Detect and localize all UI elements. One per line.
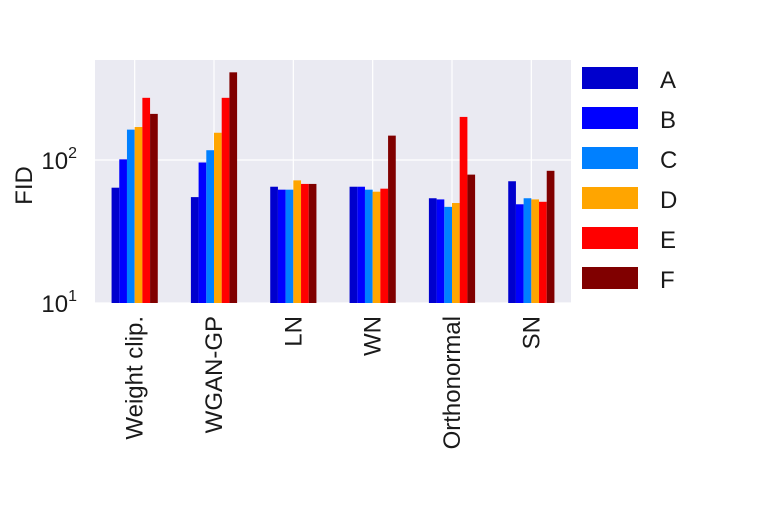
bar-F-1 — [229, 72, 238, 303]
x-tick-label: WGAN-GP — [201, 316, 228, 433]
legend-swatch-C — [582, 147, 638, 169]
legend-label-E: E — [660, 227, 676, 254]
bar-E-4 — [459, 116, 468, 303]
legend-swatch-D — [582, 187, 638, 209]
bar-B-4 — [436, 199, 445, 303]
bar-A-5 — [508, 181, 516, 303]
bar-F-5 — [546, 170, 555, 303]
bar-C-2 — [285, 189, 294, 303]
legend-label-D: D — [660, 187, 677, 214]
bar-A-1 — [190, 197, 199, 303]
x-tick-label: WN — [360, 316, 387, 356]
legend-swatch-B — [582, 107, 638, 129]
bar-D-5 — [531, 199, 540, 303]
plot-background — [95, 60, 571, 303]
x-tick-labels: Weight clip. WGAN-GP LN WN Orthonormal SN — [122, 316, 546, 449]
bar-E-2 — [301, 183, 309, 303]
bar-E-0 — [142, 97, 151, 304]
legend-label-A: A — [660, 67, 676, 94]
y-tick-label: 102 — [41, 145, 77, 175]
bar-B-1 — [198, 162, 207, 303]
legend-label-C: C — [660, 147, 677, 174]
bar-F-3 — [388, 135, 396, 303]
bar-C-0 — [126, 129, 135, 303]
bar-E-5 — [539, 201, 547, 303]
bar-C-3 — [364, 189, 373, 303]
bar-C-1 — [206, 150, 214, 303]
bar-A-3 — [349, 186, 358, 303]
bar-C-5 — [523, 198, 532, 303]
bar-series — [111, 72, 555, 304]
legend-label-B: B — [660, 107, 676, 134]
y-tick-label: 101 — [41, 288, 77, 318]
bar-B-2 — [277, 189, 286, 303]
x-tick-label: SN — [518, 316, 545, 349]
bar-F-0 — [150, 113, 158, 304]
legend-swatch-E — [582, 227, 638, 249]
legend-label-F: F — [660, 267, 675, 294]
bar-D-0 — [134, 127, 143, 303]
grid-lines — [95, 60, 571, 304]
bar-B-3 — [357, 186, 365, 303]
bar-E-3 — [380, 188, 389, 303]
bar-D-4 — [452, 203, 460, 303]
x-tick-label: LN — [280, 316, 307, 347]
bar-B-5 — [515, 204, 524, 303]
y-axis-label: FID — [11, 166, 38, 205]
bar-F-2 — [308, 183, 317, 303]
legend-swatch-A — [582, 67, 638, 89]
bar-F-4 — [467, 174, 476, 303]
bar-D-3 — [372, 191, 381, 303]
bar-E-1 — [221, 97, 230, 304]
bar-C-4 — [444, 206, 452, 303]
x-tick-label: Orthonormal — [439, 316, 466, 449]
legend-swatch-F — [582, 267, 638, 289]
bar-D-2 — [293, 180, 302, 303]
bar-A-0 — [111, 187, 120, 303]
bar-D-1 — [214, 132, 222, 303]
x-tick-label: Weight clip. — [122, 316, 149, 440]
bar-B-0 — [119, 159, 127, 303]
bar-A-4 — [428, 198, 437, 303]
bar-A-2 — [270, 186, 278, 303]
y-tick-labels: 101 102 — [41, 145, 77, 318]
